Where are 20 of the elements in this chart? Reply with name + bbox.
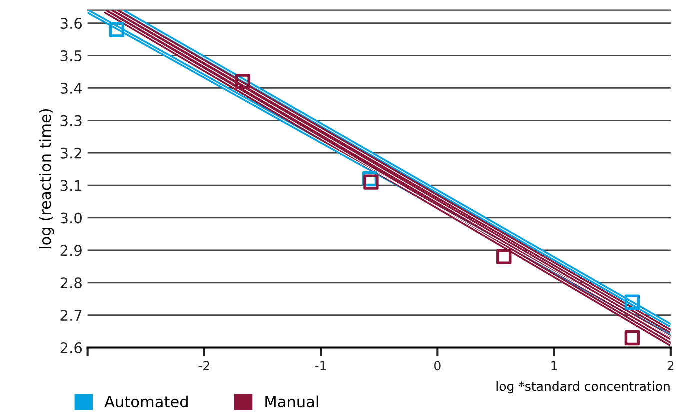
y-tick-label: 3.4 [60,82,82,94]
legend-label: Manual [266,396,318,408]
x-tick-label: 2 [668,361,674,370]
y-tick-label: 2.6 [60,342,82,354]
x-axis-title: log *standard concentration [496,382,670,394]
x-tick-label: -1 [315,361,326,370]
x-tick-label: 0 [434,361,441,371]
y-tick-label: 3.6 [60,18,82,30]
y-axis-title: log (reaction time) [39,109,54,249]
x-tick-label: -2 [198,361,210,370]
legend-label: Automated [104,396,188,408]
y-tick-label: 2.8 [60,278,82,289]
x-tick-label: 1 [552,361,558,370]
y-tick-label: 2.9 [60,245,82,256]
y-tick-label: 3.2 [60,148,82,159]
y-tick-label: 3.5 [60,50,82,62]
y-tick-label: 3.1 [60,180,82,192]
y-tick-label: 3.0 [60,212,82,224]
y-tick-label: 3.3 [60,115,82,126]
y-tick-label: 2.7 [60,310,82,321]
